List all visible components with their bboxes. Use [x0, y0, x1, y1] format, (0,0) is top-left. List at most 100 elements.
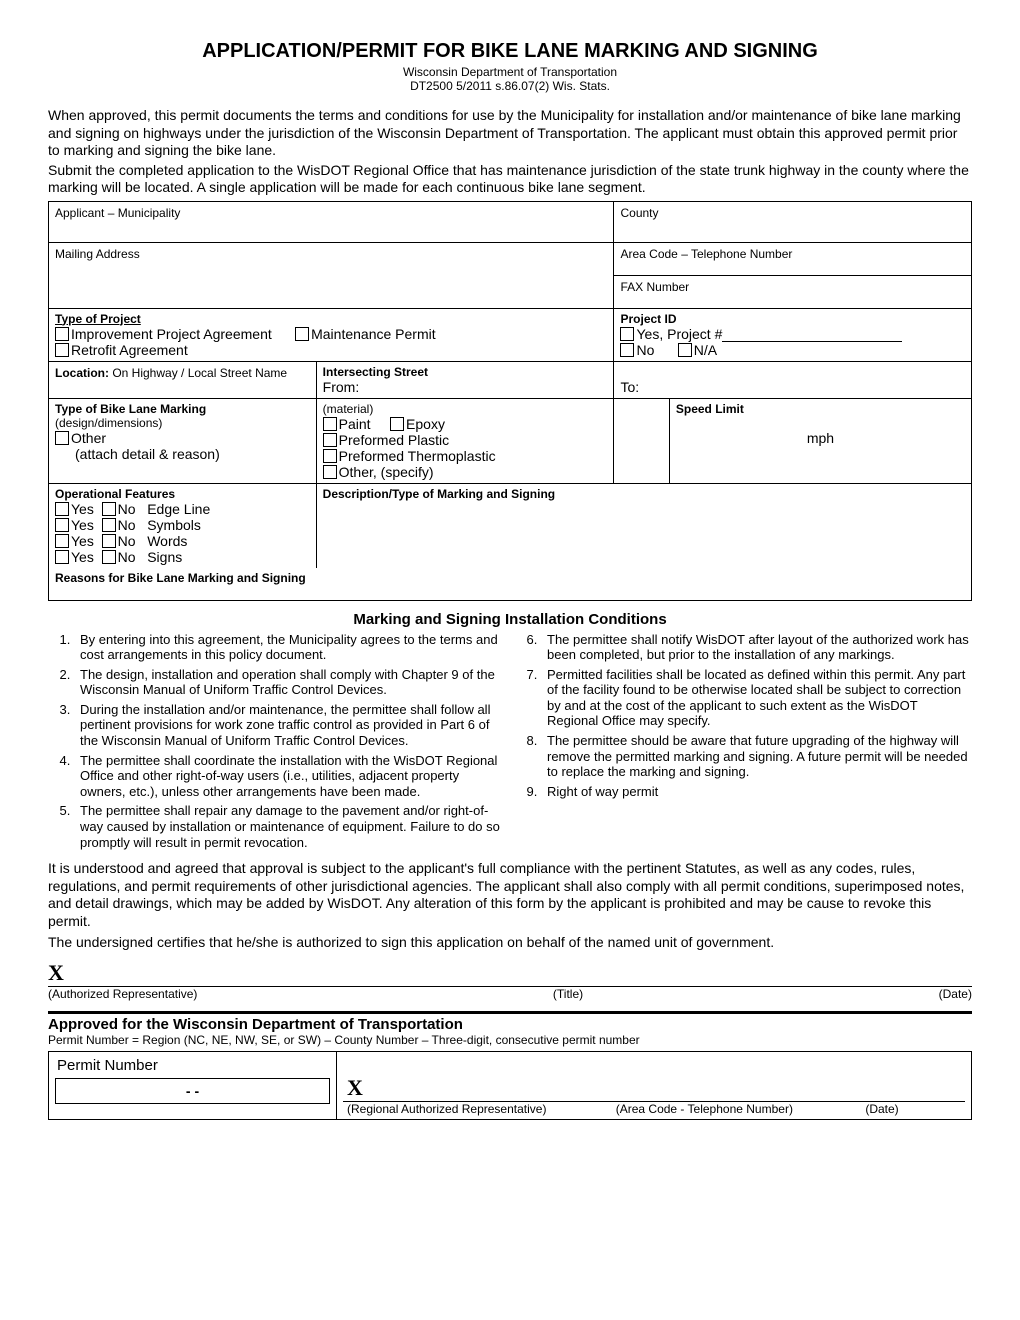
label-reasons: Reasons for Bike Lane Marking and Signin…	[55, 571, 965, 585]
footer-p2: The undersigned certifies that he/she is…	[48, 934, 972, 952]
label-intersecting: Intersecting Street	[323, 365, 608, 379]
label-preformed-thermo: Preformed Thermoplastic	[339, 448, 496, 464]
cell-mailing[interactable]: Mailing Address	[49, 242, 614, 308]
label-applicant: Applicant – Municipality	[55, 206, 180, 220]
label-fax: FAX Number	[620, 280, 689, 294]
label-edge-yes: Yes	[71, 501, 94, 517]
label-speed: Speed Limit	[676, 402, 965, 416]
label-words-no: No	[118, 533, 136, 549]
cell-type-project[interactable]: Type of Project Improvement Project Agre…	[49, 308, 614, 361]
checkbox-edge-yes[interactable]	[55, 502, 69, 516]
label-na: N/A	[694, 342, 717, 358]
permit-dash: - -	[186, 1083, 199, 1099]
label-words: Words	[147, 533, 187, 549]
label-phone: Area Code – Telephone Number	[620, 247, 792, 261]
checkbox-yes-project[interactable]	[620, 327, 634, 341]
label-type-project: Type of Project	[55, 312, 607, 326]
label-material: (material)	[323, 402, 608, 416]
checkbox-no[interactable]	[620, 343, 634, 357]
checkbox-words-no[interactable]	[102, 534, 116, 548]
cond-3: During the installation and/or maintenan…	[74, 702, 505, 749]
checkbox-epoxy[interactable]	[390, 417, 404, 431]
label-paint: Paint	[339, 416, 371, 432]
intro-p2: Submit the completed application to the …	[48, 162, 972, 197]
cell-phone[interactable]: Area Code – Telephone Number	[614, 242, 972, 275]
label-other-spec: Other, (specify)	[339, 464, 434, 480]
label-op-feat: Operational Features	[55, 487, 310, 501]
label-to: To:	[620, 379, 965, 395]
label-preformed-plastic: Preformed Plastic	[339, 432, 449, 448]
applicant-sig-x[interactable]: X	[48, 960, 972, 986]
cell-marking-type[interactable]: Type of Bike Lane Marking (design/dimens…	[49, 398, 317, 483]
conditions-list: By entering into this agreement, the Mun…	[48, 632, 972, 851]
checkbox-other-spec[interactable]	[323, 465, 337, 479]
approved-heading: Approved for the Wisconsin Department of…	[48, 1016, 972, 1033]
cond-6: The permittee shall notify WisDOT after …	[541, 632, 972, 663]
form-title: APPLICATION/PERMIT FOR BIKE LANE MARKING…	[48, 40, 972, 63]
cell-project-id[interactable]: Project ID Yes, Project # No N/A	[614, 308, 972, 361]
agency-line: Wisconsin Department of Transportation	[48, 65, 972, 79]
cell-reasons[interactable]: Reasons for Bike Lane Marking and Signin…	[49, 568, 972, 601]
cond-1: By entering into this agreement, the Mun…	[74, 632, 505, 663]
label-from: From:	[323, 379, 608, 395]
cell-op-features[interactable]: Operational Features Yes No Edge Line Ye…	[49, 483, 317, 568]
cell-county[interactable]: County	[614, 201, 972, 242]
cell-material[interactable]: (material) Paint Epoxy Preformed Plastic…	[316, 398, 614, 483]
cond-5: The permittee shall repair any damage to…	[74, 803, 505, 850]
intro-p1: When approved, this permit documents the…	[48, 107, 972, 160]
label-marking-type: Type of Bike Lane Marking	[55, 402, 310, 416]
cond-7: Permitted facilities shall be located as…	[541, 667, 972, 729]
label-title: (Title)	[553, 987, 583, 1001]
input-permit-number[interactable]: - -	[55, 1078, 330, 1104]
label-symbols: Symbols	[147, 517, 201, 533]
checkbox-signs-yes[interactable]	[55, 550, 69, 564]
cell-intersecting-to[interactable]: To:	[614, 361, 972, 398]
label-symbols-no: No	[118, 517, 136, 533]
checkbox-retrofit[interactable]	[55, 343, 69, 357]
cell-applicant[interactable]: Applicant – Municipality	[49, 201, 614, 242]
label-description: Description/Type of Marking and Signing	[323, 487, 965, 501]
label-other-design: Other	[71, 430, 106, 446]
checkbox-maint-permit[interactable]	[295, 327, 309, 341]
cond-8: The permittee should be aware that futur…	[541, 733, 972, 780]
form-meta-line: DT2500 5/2011 s.86.07(2) Wis. Stats.	[48, 79, 972, 93]
label-mph: mph	[676, 430, 965, 446]
label-reg-rep: (Regional Authorized Representative)	[347, 1102, 596, 1116]
label-symbols-yes: Yes	[71, 517, 94, 533]
checkbox-paint[interactable]	[323, 417, 337, 431]
label-reg-date: (Date)	[865, 1102, 961, 1116]
input-project-num[interactable]	[722, 327, 902, 342]
label-permit-number: Permit Number	[55, 1055, 330, 1078]
label-epoxy: Epoxy	[406, 416, 445, 432]
cond-2: The design, installation and operation s…	[74, 667, 505, 698]
cond-9: Right of way permit	[541, 784, 972, 800]
label-reg-phone: (Area Code - Telephone Number)	[616, 1102, 846, 1116]
checkbox-improvement[interactable]	[55, 327, 69, 341]
label-attach: (attach detail & reason)	[55, 446, 310, 462]
label-signs-yes: Yes	[71, 549, 94, 565]
label-design: (design/dimensions)	[55, 416, 310, 430]
checkbox-preformed-thermo[interactable]	[323, 449, 337, 463]
footer-p1: It is understood and agreed that approva…	[48, 860, 972, 930]
cell-description[interactable]: Description/Type of Marking and Signing	[316, 483, 971, 568]
cell-blank	[614, 398, 669, 483]
cell-intersecting-from[interactable]: Intersecting Street From:	[316, 361, 614, 398]
checkbox-na[interactable]	[678, 343, 692, 357]
conditions-heading: Marking and Signing Installation Conditi…	[48, 611, 972, 628]
label-county: County	[620, 206, 658, 220]
cell-fax[interactable]: FAX Number	[614, 275, 972, 308]
checkbox-edge-no[interactable]	[102, 502, 116, 516]
checkbox-symbols-yes[interactable]	[55, 518, 69, 532]
label-signs: Signs	[147, 549, 182, 565]
cell-location[interactable]: Location: On Highway / Local Street Name	[49, 361, 317, 398]
checkbox-symbols-no[interactable]	[102, 518, 116, 532]
checkbox-words-yes[interactable]	[55, 534, 69, 548]
checkbox-signs-no[interactable]	[102, 550, 116, 564]
checkbox-other-design[interactable]	[55, 431, 69, 445]
regional-sig-x[interactable]: X	[343, 1075, 965, 1101]
checkbox-preformed-plastic[interactable]	[323, 433, 337, 447]
cell-speed[interactable]: Speed Limit mph	[669, 398, 971, 483]
label-edge-no: No	[118, 501, 136, 517]
cond-4: The permittee shall coordinate the insta…	[74, 753, 505, 800]
label-signs-no: No	[118, 549, 136, 565]
